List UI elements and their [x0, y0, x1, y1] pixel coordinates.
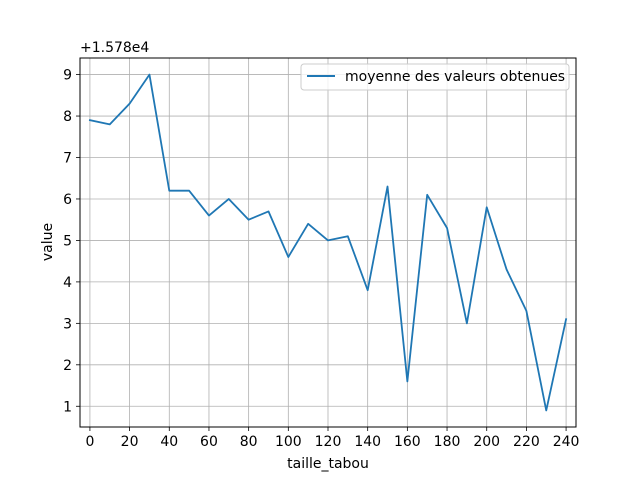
data-point [505, 268, 507, 270]
y-offset-label: +1.578e4 [80, 40, 149, 56]
x-tick-label: 80 [240, 434, 258, 450]
x-tick-label: 0 [85, 434, 94, 450]
x-tick-label: 220 [513, 434, 540, 450]
data-point [466, 322, 468, 324]
data-point [327, 239, 329, 241]
x-tick-label: 40 [160, 434, 178, 450]
x-tick-label: 20 [121, 434, 139, 450]
legend-label: moyenne des valeurs obtenues [345, 69, 565, 85]
data-point [168, 189, 170, 191]
tick-layer: 0 20 40 60 80 100 120 140 160 180 200 220 240 1 2 3 4 5 6 7… [63, 68, 579, 450]
data-point [109, 123, 111, 125]
data-point [366, 289, 368, 291]
data-point [307, 223, 309, 225]
y-tick-label: 1 [63, 399, 72, 415]
series-line [88, 73, 568, 412]
series-layer [88, 73, 568, 412]
y-tick-label: 5 [63, 233, 72, 249]
data-point [128, 102, 130, 104]
x-tick-label: 160 [394, 434, 421, 450]
legend: moyenne des valeurs obtenues [300, 63, 570, 91]
data-point [148, 73, 150, 75]
data-point [188, 189, 190, 191]
x-tick-label: 200 [473, 434, 500, 450]
y-tick-label: 7 [63, 151, 72, 167]
data-point [565, 318, 567, 320]
data-point [426, 194, 428, 196]
data-point [347, 235, 349, 237]
x-tick-label: 120 [315, 434, 342, 450]
x-tick-label: 60 [200, 434, 218, 450]
data-point [247, 218, 249, 220]
y-tick-label: 9 [63, 68, 72, 84]
data-point [267, 210, 269, 212]
x-tick-label: 140 [354, 434, 381, 450]
data-point [486, 206, 488, 208]
y-axis-label: value [40, 223, 56, 261]
data-point [545, 409, 547, 411]
data-point [89, 119, 91, 121]
y-tick-label: 3 [63, 316, 72, 332]
data-point [287, 256, 289, 258]
x-axis-label: taille_tabou [287, 456, 369, 472]
x-tick-label: 100 [275, 434, 302, 450]
x-tick-label: 240 [553, 434, 580, 450]
y-tick-label: 2 [63, 358, 72, 374]
data-point [228, 198, 230, 200]
y-tick-label: 8 [63, 109, 72, 125]
x-tick-label: 180 [434, 434, 461, 450]
data-point [525, 310, 527, 312]
data-point [446, 227, 448, 229]
y-tick-label: 6 [63, 192, 72, 208]
data-point [208, 214, 210, 216]
legend-box [300, 63, 570, 91]
y-tick-label: 4 [63, 275, 72, 291]
data-point [386, 185, 388, 187]
data-point [406, 380, 408, 382]
